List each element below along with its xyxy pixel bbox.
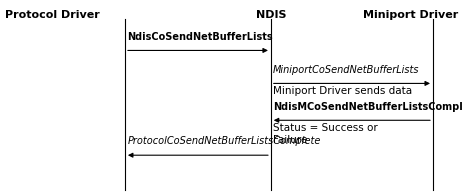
Text: NdisMCoSendNetBufferListsComplete: NdisMCoSendNetBufferListsComplete bbox=[273, 101, 463, 112]
Text: Miniport Driver sends data: Miniport Driver sends data bbox=[273, 86, 412, 96]
Text: MiniportCoSendNetBufferLists: MiniportCoSendNetBufferLists bbox=[273, 65, 419, 75]
Text: NDIS: NDIS bbox=[256, 10, 286, 20]
Text: Status = Success or
Failure: Status = Success or Failure bbox=[273, 123, 378, 145]
Text: Protocol Driver: Protocol Driver bbox=[5, 10, 100, 20]
Text: Miniport Driver: Miniport Driver bbox=[363, 10, 458, 20]
Text: NdisCoSendNetBufferLists: NdisCoSendNetBufferLists bbox=[127, 32, 273, 42]
Text: ProtocolCoSendNetBufferListsComplete: ProtocolCoSendNetBufferListsComplete bbox=[127, 136, 321, 146]
